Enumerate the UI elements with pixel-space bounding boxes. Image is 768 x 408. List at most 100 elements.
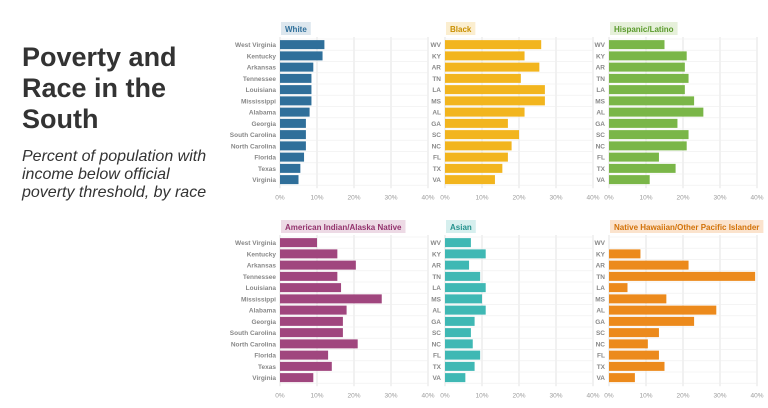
bar: [445, 361, 475, 371]
bar: [609, 294, 667, 304]
x-tick-label: 20%: [676, 392, 689, 399]
bar: [280, 373, 314, 383]
category-label: TN: [596, 76, 605, 83]
bar: [445, 316, 475, 326]
category-label: KY: [432, 53, 442, 60]
x-tick-label: 0%: [440, 392, 450, 399]
category-label: TX: [597, 364, 606, 371]
category-label: AL: [596, 110, 605, 117]
x-tick-label: 30%: [549, 194, 562, 201]
bar: [609, 350, 659, 360]
bar: [609, 62, 685, 72]
bar: [445, 107, 525, 117]
bar: [280, 328, 343, 338]
x-tick-label: 10%: [310, 392, 323, 399]
x-tick-label: 20%: [676, 194, 689, 201]
category-label: Virginia: [252, 177, 276, 184]
bar: [609, 130, 689, 140]
category-label: KY: [596, 251, 606, 258]
x-tick-label: 30%: [713, 392, 726, 399]
bar: [609, 175, 650, 185]
category-label: MS: [431, 296, 441, 303]
x-tick-label: 30%: [713, 194, 726, 201]
panel-title: Hispanic/Latino: [614, 25, 674, 34]
category-label: FL: [597, 155, 605, 162]
x-tick-label: 20%: [512, 194, 525, 201]
bar: [445, 328, 471, 338]
panel-title-background: [446, 220, 476, 233]
category-label: MS: [595, 296, 605, 303]
category-label: Florida: [254, 155, 276, 162]
bar: [445, 152, 508, 162]
category-label: FL: [433, 155, 441, 162]
x-tick-label: 30%: [384, 392, 397, 399]
x-tick-label: 0%: [604, 392, 614, 399]
category-label: VA: [596, 177, 605, 184]
category-label: VA: [432, 177, 441, 184]
bar: [609, 152, 659, 162]
bar: [445, 40, 542, 50]
x-tick-label: 10%: [310, 194, 323, 201]
category-label: WV: [431, 240, 442, 247]
category-label: FL: [597, 353, 605, 360]
panel-title-background: [610, 22, 678, 35]
category-label: NC: [432, 143, 442, 150]
x-tick-label: 10%: [639, 194, 652, 201]
category-label: WV: [431, 42, 442, 49]
x-tick-label: 20%: [512, 392, 525, 399]
bar: [609, 118, 678, 128]
x-tick-label: 40%: [421, 194, 434, 201]
bar: [609, 328, 659, 338]
panel-title: White: [285, 25, 307, 34]
bar: [280, 361, 332, 371]
bar: [609, 260, 689, 270]
category-label: Georgia: [251, 319, 276, 326]
bar: [609, 271, 756, 281]
bar: [280, 249, 338, 259]
bar: [445, 175, 495, 185]
bar: [280, 294, 382, 304]
x-tick-label: 20%: [347, 392, 360, 399]
page-subtitle: Percent of population with income below …: [22, 148, 207, 201]
x-tick-label: 0%: [440, 194, 450, 201]
bar: [609, 163, 676, 173]
category-label: LA: [596, 87, 605, 94]
category-label: SC: [596, 132, 605, 139]
bar: [445, 350, 481, 360]
panel-title: American Indian/Alaska Native: [285, 223, 402, 232]
bar: [445, 294, 482, 304]
bar: [445, 238, 471, 248]
category-label: West Virginia: [235, 42, 276, 49]
category-label: Mississippi: [241, 98, 276, 105]
category-label: WV: [595, 42, 606, 49]
bar: [609, 316, 695, 326]
bar: [280, 339, 358, 349]
category-label: Alabama: [249, 308, 276, 315]
category-label: Kentucky: [247, 251, 277, 258]
bar: [609, 361, 665, 371]
category-label: Mississippi: [241, 296, 276, 303]
category-label: Virginia: [252, 375, 276, 382]
category-label: FL: [433, 353, 441, 360]
category-label: AR: [432, 263, 442, 270]
bar: [609, 40, 665, 50]
bar: [280, 51, 323, 61]
bar: [609, 141, 687, 151]
bar: [609, 373, 635, 383]
bar: [280, 141, 306, 151]
x-tick-label: 10%: [475, 194, 488, 201]
category-label: VA: [596, 375, 605, 382]
bar: [445, 249, 486, 259]
panel-title: Asian: [450, 223, 472, 232]
bar: [609, 85, 685, 95]
x-tick-label: 40%: [586, 392, 599, 399]
bar: [445, 163, 503, 173]
panel-title: Native Hawaiian/Other Pacific Islander: [614, 223, 759, 232]
category-label: TN: [596, 274, 605, 281]
bar: [445, 283, 486, 293]
category-label: TN: [432, 274, 441, 281]
bar: [445, 305, 486, 315]
bar: [280, 316, 343, 326]
category-label: Texas: [258, 364, 276, 371]
bar: [280, 85, 312, 95]
